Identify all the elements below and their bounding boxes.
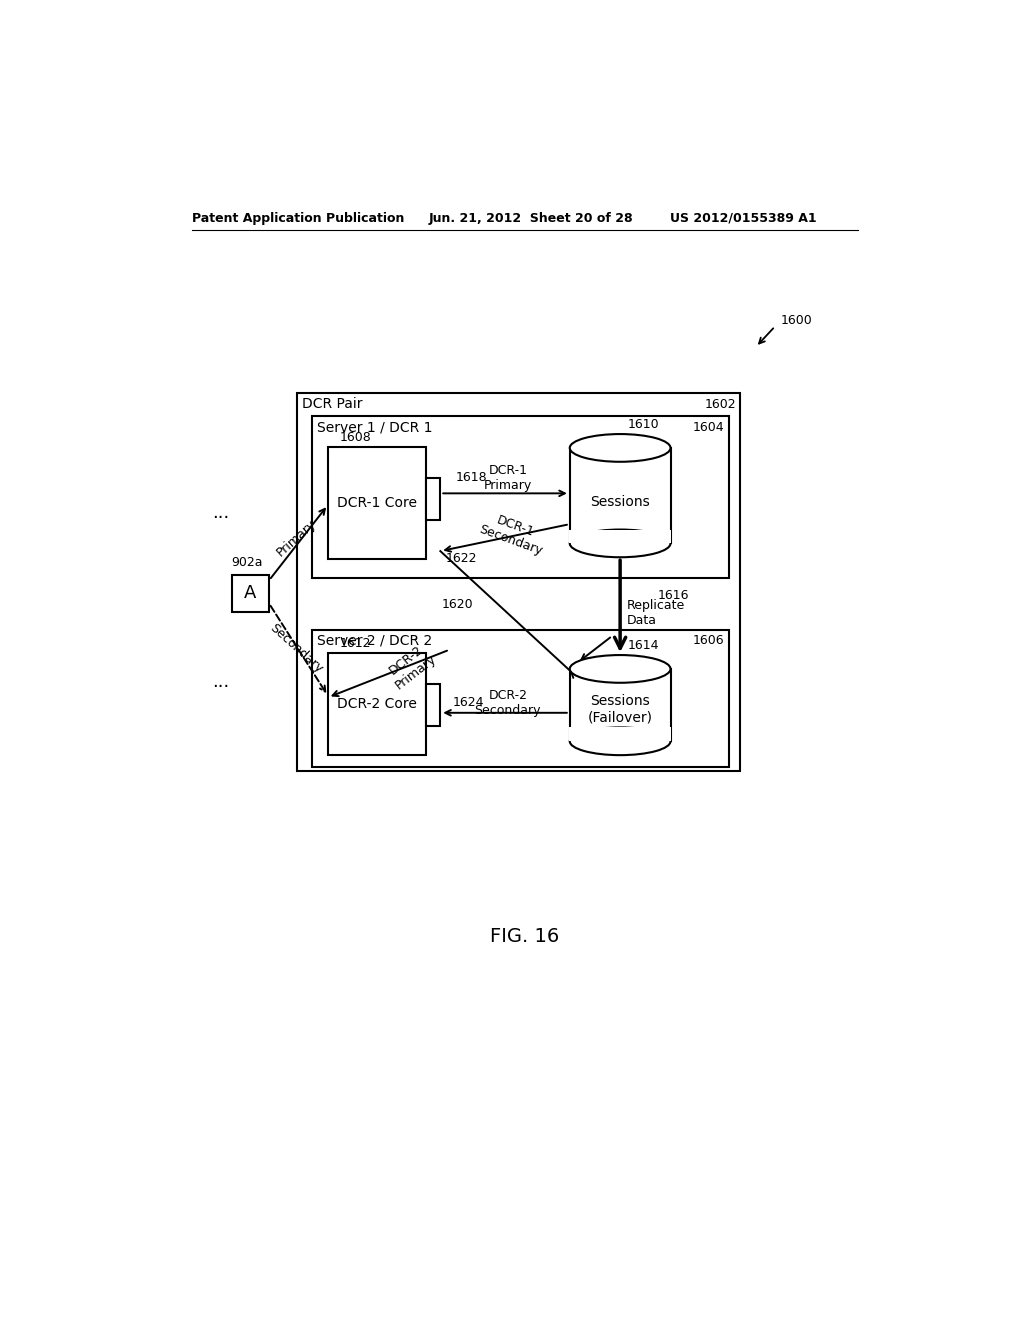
- Bar: [231, 576, 269, 612]
- Ellipse shape: [569, 529, 671, 557]
- Bar: [328, 447, 426, 558]
- Text: 1604: 1604: [693, 421, 725, 434]
- Text: Server 1 / DCR 1: Server 1 / DCR 1: [317, 420, 432, 434]
- Ellipse shape: [569, 727, 671, 755]
- Bar: [426, 684, 440, 726]
- Text: 1608: 1608: [339, 432, 371, 444]
- Bar: [312, 630, 729, 767]
- Bar: [426, 478, 440, 520]
- Text: 1606: 1606: [693, 634, 725, 647]
- Text: 1618: 1618: [456, 471, 486, 484]
- Text: Sessions: Sessions: [590, 495, 650, 508]
- Text: A: A: [245, 585, 257, 602]
- Text: DCR-1
Primary: DCR-1 Primary: [483, 463, 531, 492]
- Text: 902a: 902a: [230, 556, 262, 569]
- Bar: [328, 653, 426, 755]
- Ellipse shape: [569, 434, 671, 462]
- Text: DCR Pair: DCR Pair: [302, 397, 362, 411]
- Bar: [569, 727, 672, 742]
- Text: US 2012/0155389 A1: US 2012/0155389 A1: [671, 213, 817, 224]
- Text: 1602: 1602: [705, 397, 736, 411]
- Text: Sessions
(Failover): Sessions (Failover): [588, 694, 652, 725]
- Text: Jun. 21, 2012  Sheet 20 of 28: Jun. 21, 2012 Sheet 20 of 28: [429, 213, 633, 224]
- Text: 1622: 1622: [445, 552, 477, 565]
- Text: ...: ...: [212, 504, 229, 521]
- Text: Secondary: Secondary: [267, 620, 326, 676]
- Bar: [297, 393, 740, 771]
- Text: Primary: Primary: [273, 517, 318, 558]
- Ellipse shape: [569, 655, 671, 682]
- Text: 1614: 1614: [628, 639, 659, 652]
- Text: Server 2 / DCR 2: Server 2 / DCR 2: [317, 634, 432, 647]
- Bar: [312, 416, 729, 578]
- Bar: [569, 669, 671, 742]
- Text: DCR-2
Secondary: DCR-2 Secondary: [474, 689, 541, 717]
- Text: ...: ...: [212, 673, 229, 690]
- Text: DCR-1
Secondary: DCR-1 Secondary: [477, 510, 549, 558]
- Text: DCR-2 Core: DCR-2 Core: [337, 697, 417, 711]
- Text: 1616: 1616: [657, 589, 689, 602]
- Text: Patent Application Publication: Patent Application Publication: [191, 213, 403, 224]
- Text: Replicate
Data: Replicate Data: [627, 599, 685, 627]
- Text: 1610: 1610: [628, 418, 659, 430]
- Text: 1620: 1620: [441, 598, 473, 611]
- Text: DCR-1 Core: DCR-1 Core: [337, 496, 417, 510]
- Bar: [569, 447, 671, 544]
- Text: 1600: 1600: [780, 314, 812, 326]
- Text: FIG. 16: FIG. 16: [490, 927, 559, 945]
- Text: DCR-2
Primary: DCR-2 Primary: [383, 640, 438, 693]
- Bar: [569, 529, 672, 544]
- Text: 1624: 1624: [453, 696, 484, 709]
- Text: 1612: 1612: [339, 636, 371, 649]
